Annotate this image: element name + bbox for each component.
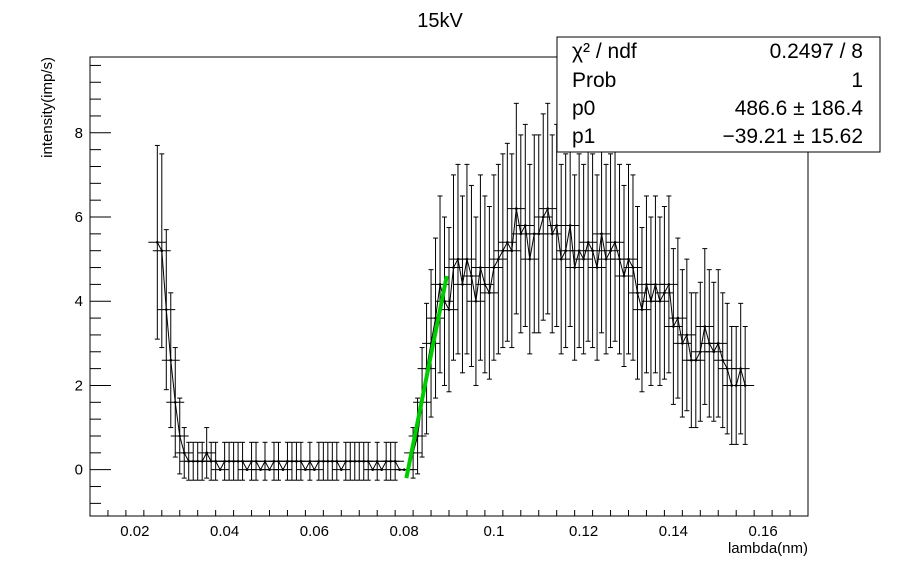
axes-layer: 0.02 0.04 0.06 0.08 0.1 0.12 0.14 0.16 0 2 4 6 8 [75,64,809,540]
stats-chi2-label: χ² / ndf [572,40,637,63]
fit-stats-frame [556,36,881,153]
stats-prob-label: Prob [572,69,616,92]
x-tick-label: 0.08 [390,523,419,540]
data-line [156,207,746,471]
stats-prob-value: 1 [851,69,863,92]
stats-p0-value: 486.6 ± 186.4 [735,97,864,120]
data-layer [148,102,755,481]
y-tick-label: 0 [75,462,83,479]
chart-title: 15kV [417,10,463,32]
y-tick-label: 6 [75,209,83,226]
fit-line [404,275,449,479]
x-tick-label: 0.1 [483,523,504,540]
fit-stats-box: χ² / ndf 0.2497 / 8 Prob 1 p0 486.6 ± 18… [556,36,881,153]
x-tick-label: 0.12 [569,523,598,540]
stats-p0-label: p0 [572,97,595,120]
stats-chi2-value: 0.2497 / 8 [770,40,863,63]
x-tick-label: 0.02 [120,523,149,540]
stats-p1-value: −39.21 ± 15.62 [722,125,863,148]
x-tick-label: 0.06 [300,523,329,540]
fit-layer [404,275,449,479]
x-axis-label: lambda(nm) [728,540,808,557]
x-tick-label: 0.04 [210,523,239,540]
y-tick-label: 2 [75,377,83,394]
x-tick-label: 0.16 [749,523,778,540]
x-tick-label: 0.14 [659,523,688,540]
y-tick-label: 8 [75,125,83,142]
y-axis-label: intensity(imp/s) [39,57,56,158]
stats-p1-label: p1 [572,125,595,148]
y-tick-label: 4 [75,293,83,310]
